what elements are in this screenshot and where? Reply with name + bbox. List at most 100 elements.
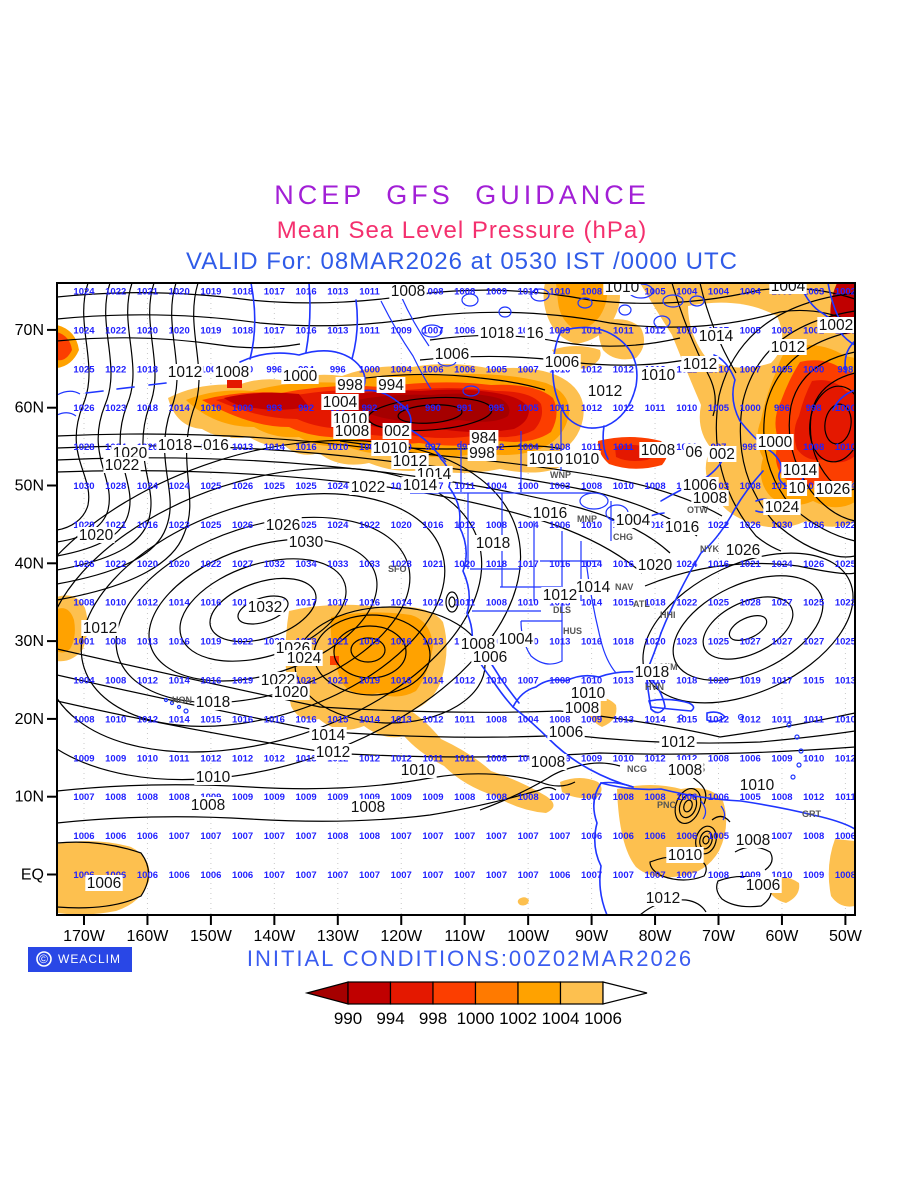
grid-value: 1020 [169, 287, 190, 298]
lon-tick-label: 170W [63, 928, 106, 945]
grid-value: 1006 [137, 870, 158, 881]
contour-label: 1026 [816, 481, 850, 498]
contour-label: 1010 [571, 685, 606, 702]
grid-value: 1023 [835, 598, 856, 609]
grid-value: 1021 [327, 637, 349, 648]
grid-value: 1008 [486, 714, 507, 725]
contour-label: 16 [526, 325, 543, 342]
grid-value: 1021 [740, 559, 762, 570]
contour-label: 1004 [499, 631, 534, 648]
grid-value: 1025 [73, 364, 95, 375]
lat-tick-label: 40N [15, 555, 44, 572]
grid-value: 1006 [105, 831, 126, 842]
contour-label: 1010 [668, 847, 703, 864]
grid-value: 1009 [296, 792, 317, 803]
grid-value: 991 [457, 442, 474, 453]
contour-label: 1006 [473, 649, 507, 666]
grid-value: 1004 [518, 520, 540, 531]
grid-value: 1011 [803, 714, 824, 725]
grid-value: 1008 [771, 792, 792, 803]
grid-value: 1014 [169, 403, 191, 414]
grid-value: 1012 [676, 753, 697, 764]
grid-value: 1018 [613, 637, 634, 648]
grid-value: 1020 [644, 637, 665, 648]
grid-value: 1009 [581, 714, 602, 725]
map-area: 1024 1022 1021 1020 1019 1018 1017 1016 1013 1011… [57, 283, 856, 915]
contour-label: 016 [203, 437, 229, 454]
grid-value: 1018 [486, 559, 507, 570]
lon-tick-label: 110W [444, 928, 486, 945]
grid-value: 1025 [264, 481, 286, 492]
grid-value: 1028 [73, 442, 94, 453]
grid-value: 998 [806, 403, 822, 414]
grid-value: 996 [774, 403, 790, 414]
colorbar-label: 1002 [499, 1009, 537, 1028]
contour-label-box [707, 446, 737, 462]
station-id: MNP [577, 514, 597, 524]
grid-value: 1006 [549, 520, 570, 531]
grid-value: 999 [742, 442, 758, 453]
lat-tick-label: 60N [15, 400, 44, 417]
grid-value: 1000 [232, 403, 253, 414]
copyright-icon [36, 951, 52, 967]
grid-value: 1008 [486, 598, 507, 609]
contour-label-box [817, 317, 855, 333]
contour-label: 1016 [665, 519, 699, 536]
grid-value: 1019 [359, 676, 380, 687]
grid-value: 1007 [518, 364, 539, 375]
grid-value: 1013 [137, 637, 158, 648]
grid-value: 1010 [105, 598, 126, 609]
contour-label-box [285, 650, 323, 666]
contour-label-box [391, 453, 429, 469]
grid-value: 1006 [454, 364, 475, 375]
grid-value: 1016 [359, 598, 380, 609]
contour-label-box [756, 434, 794, 450]
contour-label-box [569, 685, 607, 701]
grid-value: 1007 [200, 831, 221, 842]
grid-value: 1016 [296, 442, 317, 453]
grid-value: 1009 [771, 753, 792, 764]
grid-value: 1010 [771, 870, 792, 881]
grid-value: 1008 [803, 442, 824, 453]
contour-label: 1020 [79, 527, 114, 544]
contour-label: 994 [378, 377, 404, 394]
grid-value: 1012 [644, 753, 665, 764]
initial-conditions-line: INITIAL CONDITIONS:00Z02MAR2026 [247, 946, 693, 971]
contour-label: 1032 [248, 599, 282, 616]
grid-value: 1013 [232, 442, 253, 453]
grid-value: 1000 [835, 403, 856, 414]
grid-value: 1006 [137, 831, 158, 842]
grid-value: 1010 [613, 481, 634, 492]
grid-value: 1025 [296, 520, 318, 531]
grid-value: 1010 [200, 403, 221, 414]
grid-value: 1008 [549, 442, 570, 453]
grid-value: 1006 [708, 792, 729, 803]
contour-label: 1008 [641, 442, 675, 459]
station-id: HUS [563, 626, 582, 636]
contour-label-box [77, 527, 115, 543]
grid-value: 1026 [232, 520, 253, 531]
grid-value: 1011 [359, 325, 380, 336]
station-id: ATL [633, 599, 650, 609]
grid-value: 1014 [169, 598, 191, 609]
colorbar-segment [389, 981, 434, 1005]
contour-label-box [681, 356, 719, 372]
contour-label-box [659, 734, 697, 750]
grid-value: 1026 [803, 520, 824, 531]
colorbar-segment [517, 981, 562, 1005]
lon-tick-label: 50W [829, 928, 863, 945]
contour-label-box [189, 797, 227, 813]
grid-value: 1011 [613, 325, 634, 336]
contour-label: 1008 [391, 283, 425, 300]
contour-label: 1008 [668, 762, 702, 779]
contour-label: 1008 [736, 832, 770, 849]
grid-value: 1009 [73, 753, 94, 764]
grid-value: 1003 [803, 287, 824, 298]
grid-value: 1010 [105, 714, 126, 725]
contour-label-box [389, 283, 427, 299]
grid-value: 995 [488, 403, 505, 414]
grid-value: 1015 [803, 676, 825, 687]
contour-label-box [529, 754, 567, 770]
contour-label-box [633, 664, 671, 680]
grid-value: 992 [298, 403, 314, 414]
